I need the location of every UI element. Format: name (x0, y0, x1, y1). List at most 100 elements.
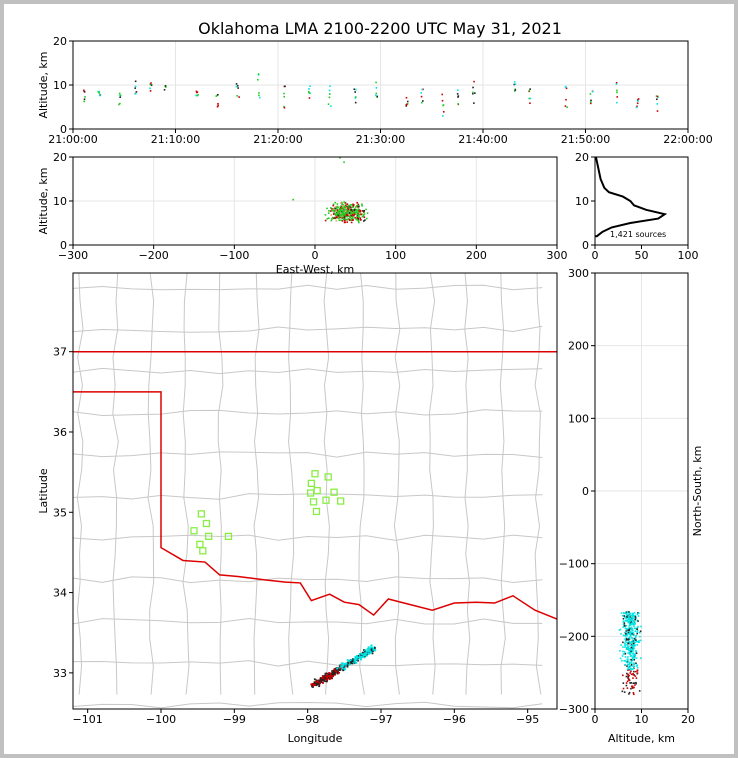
source-point (618, 629, 621, 631)
source-point (332, 212, 335, 214)
station-marker (205, 532, 213, 541)
source-point (625, 615, 628, 617)
source-point (628, 629, 631, 631)
source-point (625, 617, 627, 620)
x-tick-label: −200 (139, 249, 169, 262)
source-point (630, 636, 633, 639)
source-point (623, 625, 626, 627)
source-point (327, 212, 330, 214)
source-point (622, 626, 625, 628)
source-point (375, 94, 377, 97)
source-point (118, 92, 121, 95)
source-point (350, 221, 353, 224)
source-point (346, 207, 349, 209)
source-point (339, 212, 342, 215)
source-point (235, 83, 238, 85)
source-point (631, 668, 633, 671)
source-point (630, 670, 632, 673)
source-point (347, 662, 350, 664)
source-point (197, 94, 199, 96)
source-point (258, 96, 261, 99)
source-point (624, 640, 627, 643)
source-point (624, 656, 627, 658)
source-point (624, 659, 626, 662)
source-point (473, 92, 476, 94)
source-point (630, 673, 633, 676)
county-line (73, 409, 543, 416)
station-marker (312, 507, 321, 516)
x-tick-label: 21:00:00 (48, 133, 97, 146)
source-point (332, 204, 334, 207)
source-point (636, 670, 639, 672)
source-point (358, 214, 360, 216)
source-point (326, 674, 329, 676)
source-point (97, 90, 100, 93)
source-point (361, 654, 364, 657)
source-point (367, 651, 370, 654)
source-point (164, 85, 167, 87)
source-point (472, 92, 474, 95)
source-point (626, 644, 628, 646)
source-point (356, 201, 358, 204)
y-tick-label: 36 (53, 426, 67, 439)
x-tick-label: 22:00:00 (663, 133, 712, 146)
source-point (341, 220, 344, 222)
source-point (422, 100, 424, 102)
source-point (636, 99, 639, 101)
source-point (340, 213, 343, 216)
source-point (332, 672, 334, 675)
source-point (321, 677, 324, 679)
county-line (73, 534, 543, 541)
source-point (633, 658, 636, 661)
source-point (353, 209, 356, 211)
source-point (323, 679, 325, 682)
source-point (337, 206, 340, 209)
source-point (351, 212, 353, 214)
source-point (441, 93, 444, 96)
altitude-north-south-panel: 0 10 20 −300 −200 −100 0 100 200 300 Altitude, km N… (559, 267, 704, 745)
county-line (73, 576, 543, 584)
source-point (325, 674, 327, 677)
source-point (370, 647, 373, 649)
source-point (354, 97, 357, 99)
source-point (627, 610, 629, 613)
source-point (636, 672, 639, 674)
source-point (625, 638, 628, 640)
source-point (632, 632, 635, 635)
source-point (637, 625, 639, 628)
source-point (333, 211, 336, 213)
source-point (331, 209, 334, 212)
source-point (342, 207, 345, 209)
source-point (283, 106, 286, 109)
source-point (346, 210, 349, 213)
x-tick-label: 100 (678, 249, 699, 262)
source-point (358, 221, 360, 224)
source-point (361, 651, 364, 654)
source-point (351, 662, 354, 665)
source-point (472, 91, 474, 94)
source-point (329, 85, 331, 87)
source-point (355, 218, 358, 221)
source-point (621, 690, 624, 693)
source-point (335, 220, 338, 222)
source-point (628, 665, 631, 667)
source-point (358, 653, 361, 655)
source-point (317, 682, 319, 685)
source-point (441, 115, 444, 117)
source-point (589, 93, 592, 95)
source-point (635, 652, 638, 654)
source-point (327, 673, 330, 676)
source-point (632, 691, 635, 694)
source-point (630, 628, 633, 630)
source-point (342, 212, 344, 215)
source-point (628, 691, 631, 694)
source-point (628, 649, 630, 652)
x-tick-label: −99 (223, 713, 246, 726)
source-point (329, 210, 332, 212)
source-point (632, 656, 635, 658)
source-point (421, 88, 423, 91)
source-point (628, 669, 631, 671)
source-point (626, 634, 628, 637)
source-point (336, 205, 339, 208)
source-point (625, 624, 627, 627)
